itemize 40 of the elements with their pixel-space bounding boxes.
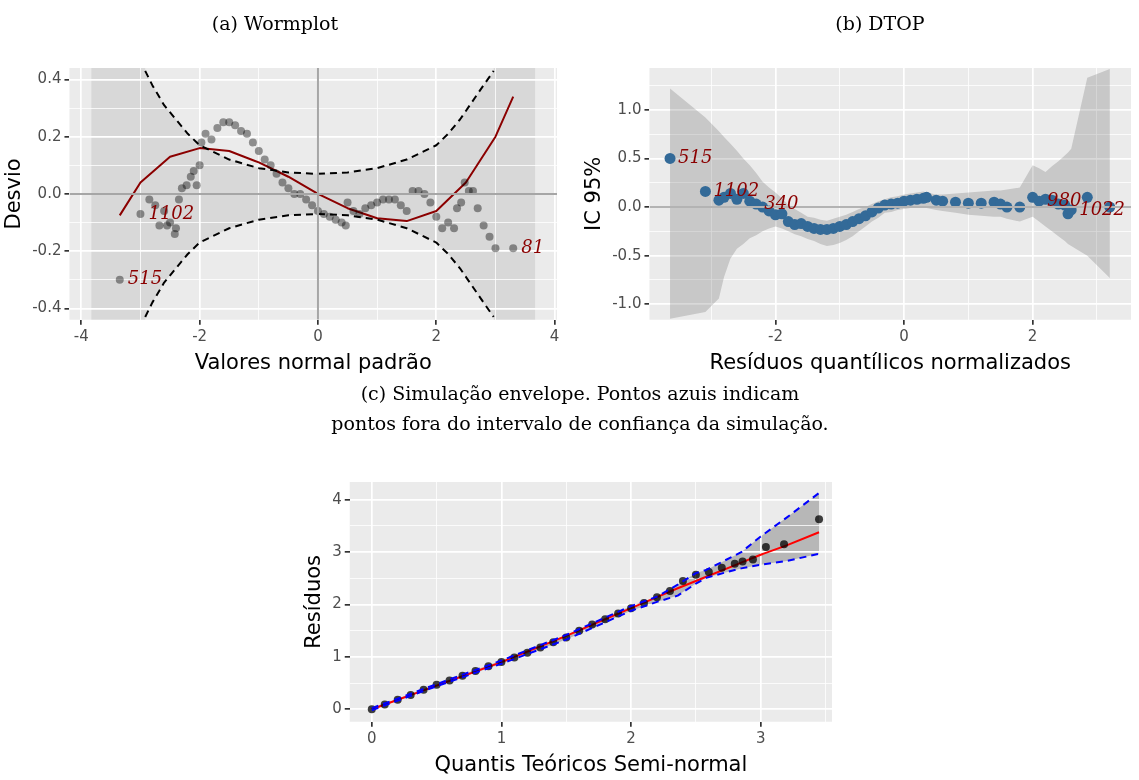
annotation: 340 (764, 191, 799, 213)
chart-title: (c) Simulação envelope. Pontos azuis indicam pontos fora do intervalo de confiança da simulação. (330, 381, 830, 436)
x-axis-title: Resíduos quantílicos normalizados (709, 349, 1071, 374)
annotation: 515 (678, 146, 713, 168)
y-tick-label: 0.4 (37, 69, 62, 88)
y-tick-label: 0.5 (617, 148, 642, 167)
x-tick-label: 0 (313, 326, 323, 345)
y-tick-label: 2 (332, 594, 342, 613)
chart-title: (b) DTOP (834, 11, 926, 36)
x-tick-label: 3 (755, 728, 766, 747)
y-tick-label: 4 (332, 489, 342, 508)
y-tick-label: 0.0 (617, 196, 642, 215)
y-axis-title: Desvio (1, 158, 26, 230)
x-axis-title: Quantis Teóricos Semi-normal (434, 751, 748, 776)
x-axis-title: Valores normal padrão (194, 349, 432, 374)
annotation: 81 (521, 235, 545, 257)
x-tick-label: -2 (192, 326, 208, 345)
x-tick-label: -2 (767, 326, 783, 345)
x-tick-label: 0 (367, 728, 377, 747)
y-tick-label: -0.4 (32, 298, 62, 317)
annotation: 515 (127, 267, 163, 289)
x-tick-label: 2 (1027, 326, 1038, 345)
y-tick-label: 0 (332, 699, 342, 718)
x-tick-label: 1 (496, 728, 507, 747)
y-tick-label: 3 (332, 542, 342, 561)
annotation: 1102 (148, 201, 195, 223)
x-tick-label: -4 (73, 326, 89, 345)
y-tick-label: -1.0 (612, 294, 642, 313)
y-axis-title: Resíduos (301, 555, 326, 649)
x-tick-label: 4 (549, 326, 560, 345)
x-tick-label: 0 (899, 326, 909, 345)
y-tick-label: 0.2 (37, 126, 62, 145)
y-tick-label: 1 (332, 646, 342, 665)
y-tick-label: 0.0 (37, 183, 62, 202)
y-tick-label: -0.5 (612, 245, 642, 264)
y-axis-title: IC 95% (581, 156, 606, 232)
x-tick-label: 2 (431, 326, 442, 345)
y-tick-label: 1.0 (617, 99, 642, 118)
chart-title: (a) Wormplot (210, 11, 340, 36)
y-tick-label: -0.2 (32, 241, 62, 260)
